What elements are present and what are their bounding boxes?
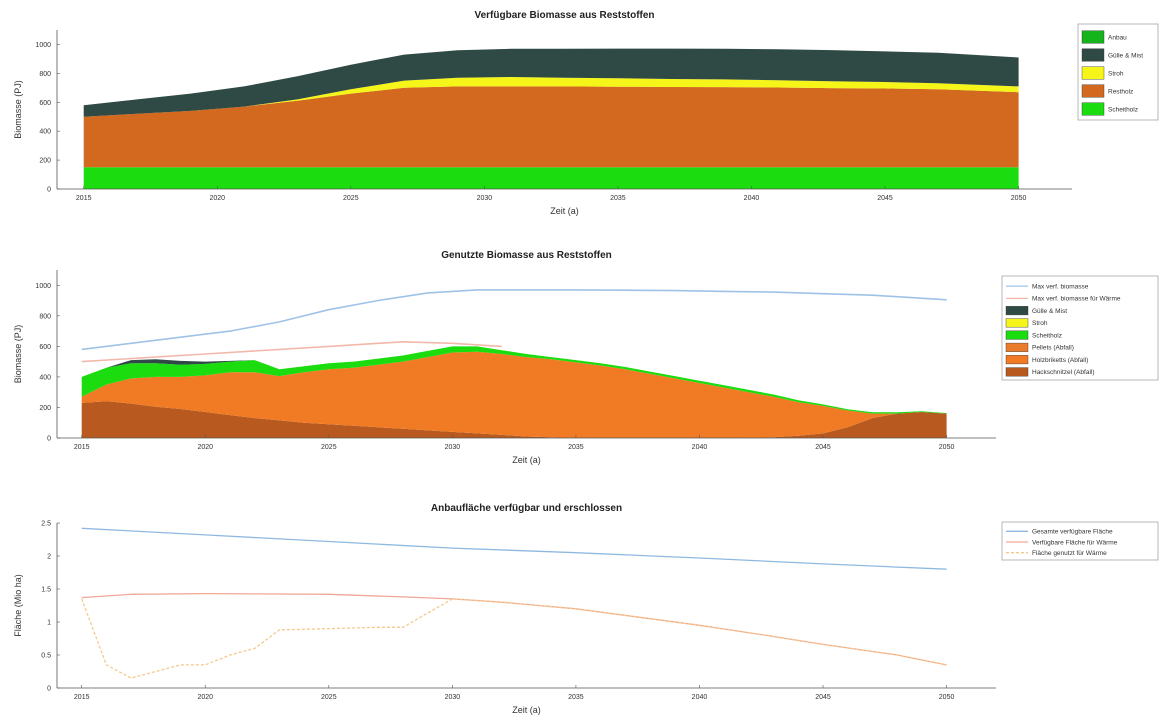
legend-label: Scheitholz <box>1108 106 1138 113</box>
x-tick-label: 2035 <box>610 195 626 202</box>
area-restholz <box>83 86 1019 168</box>
y-tick-label: 800 <box>39 71 51 78</box>
legend-label: Holzbriketts (Abfall) <box>1032 357 1088 364</box>
y-tick-label: 1.5 <box>41 587 51 594</box>
line-fl-che-genutzt-f-r-w-rme <box>81 598 947 679</box>
y-tick-label: 0 <box>47 187 51 194</box>
x-tick-label: 2050 <box>939 444 955 451</box>
legend-box <box>1001 275 1159 381</box>
legend-swatch <box>1081 66 1105 80</box>
chart-2: 2015 2020 2025 2030 2035 2040 2045 2050 0 200 400 6… <box>13 250 1159 465</box>
y-tick-label: 1 <box>47 620 51 627</box>
x-tick-label: 2020 <box>197 444 213 451</box>
x-tick-label: 2030 <box>477 195 493 202</box>
chart-1: 2015 2020 2025 2030 2035 2040 2045 2050 0 200 400 6… <box>13 10 1159 216</box>
y-tick-label: 0 <box>47 686 51 693</box>
x-tick-label: 2035 <box>568 444 584 451</box>
y-tick-label: 1000 <box>35 283 51 290</box>
x-tick-label: 2030 <box>445 694 461 701</box>
y-tick-label: 200 <box>39 405 51 412</box>
y-tick-label: 400 <box>39 129 51 136</box>
y-tick-label: 1000 <box>35 42 51 49</box>
legend-swatch <box>1081 102 1105 116</box>
line-gesamte-verf-gbare-fl-che <box>81 527 947 570</box>
legend-swatch <box>1081 84 1105 98</box>
x-tick-label: 2045 <box>877 195 893 202</box>
y-tick-label: 0.5 <box>41 653 51 660</box>
x-tick-label: 2040 <box>692 444 708 451</box>
x-tick-label: 2015 <box>76 195 92 202</box>
legend-swatch <box>1005 330 1029 340</box>
legend-label: Anbau <box>1108 34 1127 41</box>
x-tick-label: 2050 <box>939 694 955 701</box>
legend-box <box>1001 521 1159 561</box>
legend-label: Max verf. biomasse <box>1032 283 1089 290</box>
y-tick-label: 0 <box>47 436 51 443</box>
y-axis-label: Fläche (Mio ha) <box>13 574 23 637</box>
legend-swatch <box>1081 48 1105 62</box>
legend-label: Gülle & Mist <box>1108 52 1143 59</box>
x-axis-label: Zeit (a) <box>512 455 541 465</box>
legend-swatch <box>1005 367 1029 377</box>
line-max-verf-biomasse-f-r-w-rme <box>81 340 502 363</box>
legend-label: Hackschnitzel (Abfall) <box>1032 369 1095 376</box>
legend-label: Stroh <box>1108 70 1124 77</box>
legend: Max verf. biomasse Max verf. biomasse für… <box>1001 275 1159 381</box>
legend-label: Stroh <box>1032 320 1048 327</box>
x-tick-label: 2040 <box>692 694 708 701</box>
legend-swatch <box>1005 318 1029 328</box>
chart-3: 2015 2020 2025 2030 2035 2040 2045 2050 0 0.5 1 1.5… <box>13 503 1159 715</box>
x-tick-label: 2020 <box>209 195 225 202</box>
y-tick-label: 600 <box>39 344 51 351</box>
plot-area <box>57 523 996 688</box>
x-tick-label: 2025 <box>343 195 359 202</box>
legend-label: Verfügbare Fläche für Wärme <box>1032 539 1118 546</box>
area-g-lle-mist <box>83 48 1019 117</box>
x-axis-label: Zeit (a) <box>550 206 579 216</box>
x-tick-label: 2040 <box>744 195 760 202</box>
x-tick-label: 2025 <box>321 444 337 451</box>
line-max-verf-biomasse <box>81 289 947 351</box>
area-hackschnitzel-abfall- <box>81 401 947 438</box>
x-tick-label: 2025 <box>321 694 337 701</box>
y-tick-label: 600 <box>39 100 51 107</box>
chart-title: Verfügbare Biomasse aus Reststoffen <box>474 10 654 21</box>
chart-title: Anbaufläche verfügbar und erschlossen <box>431 503 622 514</box>
x-tick-label: 2050 <box>1011 195 1027 202</box>
x-tick-label: 2015 <box>74 694 90 701</box>
chart-title: Genutzte Biomasse aus Reststoffen <box>441 250 612 261</box>
y-axis-label: Biomasse (PJ) <box>13 325 23 384</box>
legend-label: Fläche genutzt für Wärme <box>1032 550 1107 557</box>
x-tick-label: 2035 <box>568 694 584 701</box>
legend-label: Gesamte verfügbare Fläche <box>1032 529 1113 536</box>
area-holzbriketts-abfall- <box>81 351 947 438</box>
x-tick-label: 2045 <box>815 444 831 451</box>
x-tick-label: 2020 <box>197 694 213 701</box>
x-tick-label: 2015 <box>74 444 90 451</box>
y-tick-label: 800 <box>39 313 51 320</box>
legend: Anbau Gülle & Mist Stroh Restholz Scheitholz <box>1077 23 1159 121</box>
legend-swatch <box>1081 30 1105 44</box>
legend-label: Scheitholz <box>1032 332 1062 339</box>
area-scheitholz <box>83 167 1019 189</box>
y-tick-label: 200 <box>39 158 51 165</box>
legend-label: Max verf. biomasse für Wärme <box>1032 296 1121 303</box>
y-tick-label: 400 <box>39 374 51 381</box>
y-tick-label: 2 <box>47 554 51 561</box>
legend: Gesamte verfügbare Fläche Verfügbare Fläc… <box>1001 521 1159 561</box>
line-verf-gbare-fl-che-f-r-w-rme <box>81 592 947 666</box>
legend-label: Pellets (Abfall) <box>1032 345 1074 352</box>
x-axis-label: Zeit (a) <box>512 705 541 715</box>
legend-label: Gülle & Mist <box>1032 308 1067 315</box>
y-tick-label: 2.5 <box>41 521 51 528</box>
x-tick-label: 2030 <box>445 444 461 451</box>
legend-swatch <box>1005 306 1029 316</box>
legend-swatch <box>1005 342 1029 352</box>
area-stroh <box>83 77 1019 117</box>
y-axis-label: Biomasse (PJ) <box>13 80 23 139</box>
x-tick-label: 2045 <box>815 694 831 701</box>
legend-swatch <box>1005 355 1029 365</box>
legend-label: Restholz <box>1108 88 1133 95</box>
